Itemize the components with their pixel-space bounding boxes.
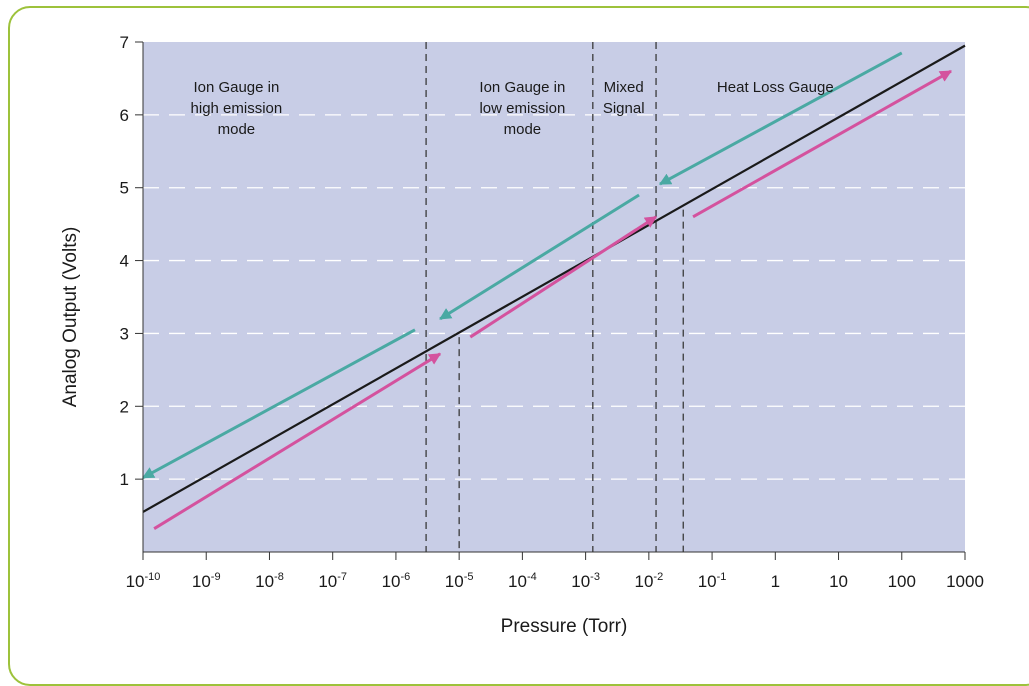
plot-area (143, 42, 965, 552)
x-axis-label: Pressure (Torr) (501, 616, 628, 637)
chart-svg: 1 2 3 4 5 6 7 10-10 10-9 10-8 10-7 10-6 10-5 10-4 10-3… (60, 33, 984, 637)
y-tick-label-6: 6 (120, 106, 129, 125)
series-1-segment-2 (658, 51, 903, 186)
x-tick-label-1: 10-9 (192, 571, 221, 591)
region-label-0-line-2: mode (218, 121, 256, 138)
x-tick-label-11: 10 (829, 572, 848, 591)
grid (143, 114, 965, 480)
x-tick-label-5: 10-5 (445, 571, 474, 591)
x-tick-label-6: 10-4 (508, 571, 537, 591)
series-1-segment-1 (439, 193, 640, 321)
series-2-segment-2 (692, 69, 953, 219)
x-tick-label-3: 10-7 (318, 571, 347, 591)
x-tick-label-12: 100 (888, 572, 916, 591)
y-tick-label-2: 2 (120, 397, 129, 416)
axes (135, 41, 966, 560)
y-tick-label-5: 5 (120, 179, 129, 198)
series-0-segment-0 (142, 44, 966, 513)
series-1-segment-0 (141, 328, 416, 480)
region-label-1-line-2: mode (504, 121, 542, 138)
x-tick-label-7: 10-3 (571, 571, 600, 591)
region-label-0-line-0: Ion Gauge in (193, 79, 279, 96)
x-tick-label-8: 10-2 (634, 571, 663, 591)
x-tick-label-0: 10-10 (126, 571, 161, 591)
x-tick-label-2: 10-8 (255, 571, 284, 591)
x-tick-label-13: 1000 (946, 572, 984, 591)
x-tick-label-10: 1 (771, 572, 780, 591)
region-boundaries (425, 42, 684, 552)
region-label-3-line-0: Heat Loss Gauge (717, 79, 834, 96)
x-tick-label-9: 10-1 (698, 571, 727, 591)
y-tick-label-3: 3 (120, 324, 129, 343)
series-2-segment-1 (469, 215, 658, 339)
region-label-1-line-1: low emission (479, 100, 565, 117)
labels: 1 2 3 4 5 6 7 10-10 10-9 10-8 10-7 10-6 10-5 10-4 10-3… (60, 33, 984, 637)
region-label-2-line-0: Mixed (604, 79, 644, 96)
series-lines (141, 44, 966, 530)
series-2-segment-0 (153, 352, 442, 530)
region-label-0-line-1: high emission (191, 100, 283, 117)
region-label-2-line-1: Signal (603, 100, 645, 117)
y-tick-label-4: 4 (120, 252, 129, 271)
y-tick-label-7: 7 (120, 33, 129, 52)
region-label-1-line-0: Ion Gauge in (479, 79, 565, 96)
x-tick-label-4: 10-6 (382, 571, 411, 591)
y-axis-label: Analog Output (Volts) (60, 227, 81, 408)
y-tick-label-1: 1 (120, 470, 129, 489)
